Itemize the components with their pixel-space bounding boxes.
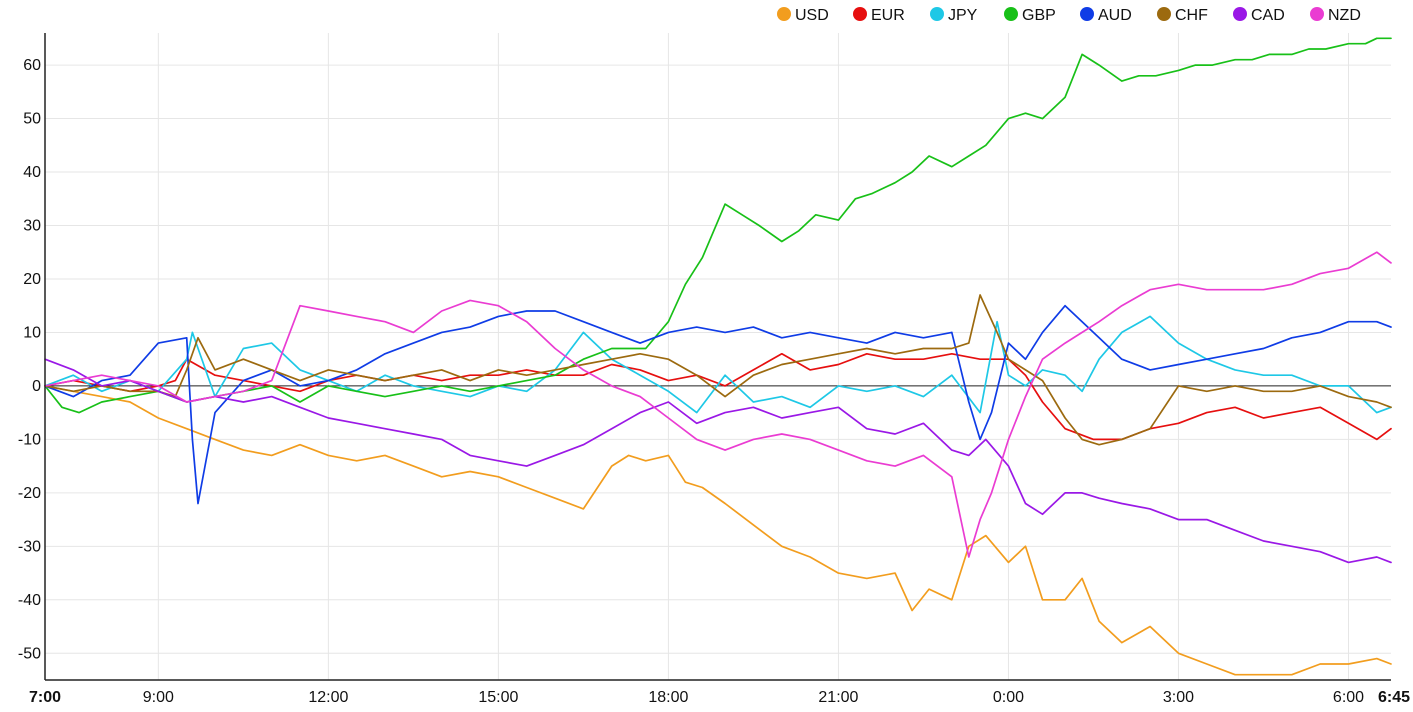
legend-marker — [1310, 7, 1324, 21]
grid — [45, 33, 1391, 680]
x-tick-label: 12:00 — [308, 689, 348, 706]
series-line-aud — [44, 304, 1392, 505]
x-tick-label: 18:00 — [648, 689, 688, 706]
legend-item-gbp: GBP — [1004, 7, 1056, 24]
legend-item-nzd: NZD — [1310, 7, 1361, 24]
legend-marker — [777, 7, 791, 21]
y-tick-label: -20 — [18, 485, 41, 502]
series-line-usd — [44, 385, 1392, 676]
y-tick-label: 10 — [23, 324, 41, 341]
x-tick-label: 9:00 — [143, 689, 174, 706]
legend-item-chf: CHF — [1157, 7, 1208, 24]
y-axis-ticks: 60 50 40 30 20 10 0 -10 -20 -30 -40 -50 — [18, 57, 41, 662]
y-tick-label: -50 — [18, 645, 41, 662]
y-tick-label: -10 — [18, 431, 41, 448]
legend-label: EUR — [871, 7, 905, 24]
legend-label: CHF — [1175, 7, 1208, 24]
x-tick-label: 6:00 — [1333, 689, 1364, 706]
x-axis-ticks: 7:00 9:00 12:00 15:00 18:00 21:00 0:00 3:00 6:00… — [29, 689, 1410, 706]
y-tick-label: 40 — [23, 164, 41, 181]
y-tick-label: 30 — [23, 217, 41, 234]
legend-marker — [930, 7, 944, 21]
legend-item-usd: USD — [777, 7, 829, 24]
legend-label: NZD — [1328, 7, 1361, 24]
series-lines — [44, 37, 1392, 676]
legend-marker — [1233, 7, 1247, 21]
x-tick-label: 0:00 — [993, 689, 1024, 706]
legend-label: USD — [795, 7, 829, 24]
series-line-nzd — [44, 251, 1392, 558]
legend: USD EUR JPY GBP AUD CHF CAD NZD — [777, 7, 1361, 24]
legend-item-jpy: JPY — [930, 7, 978, 24]
legend-label: CAD — [1251, 7, 1285, 24]
legend-marker — [1157, 7, 1171, 21]
x-tick-label: 21:00 — [818, 689, 858, 706]
y-tick-label: 50 — [23, 111, 41, 128]
legend-marker — [853, 7, 867, 21]
x-tick-label: 15:00 — [478, 689, 518, 706]
legend-marker — [1004, 7, 1018, 21]
legend-label: GBP — [1022, 7, 1056, 24]
y-tick-label: -40 — [18, 592, 41, 609]
y-tick-label: 60 — [23, 57, 41, 74]
legend-marker — [1080, 7, 1094, 21]
legend-label: JPY — [948, 7, 978, 24]
y-tick-label: 0 — [32, 378, 41, 395]
series-line-jpy — [44, 315, 1392, 414]
x-tick-label: 6:45 — [1378, 689, 1410, 706]
series-line-chf — [44, 294, 1392, 446]
legend-item-aud: AUD — [1080, 7, 1132, 24]
axes — [44, 33, 1391, 681]
legend-label: AUD — [1098, 7, 1132, 24]
series-line-gbp — [44, 37, 1392, 414]
y-tick-label: -30 — [18, 538, 41, 555]
series-line-eur — [44, 352, 1392, 441]
y-tick-label: 20 — [23, 271, 41, 288]
legend-item-cad: CAD — [1233, 7, 1285, 24]
legend-item-eur: EUR — [853, 7, 905, 24]
x-tick-label: 3:00 — [1163, 689, 1194, 706]
series-line-cad — [44, 358, 1392, 564]
x-tick-label: 7:00 — [29, 689, 61, 706]
